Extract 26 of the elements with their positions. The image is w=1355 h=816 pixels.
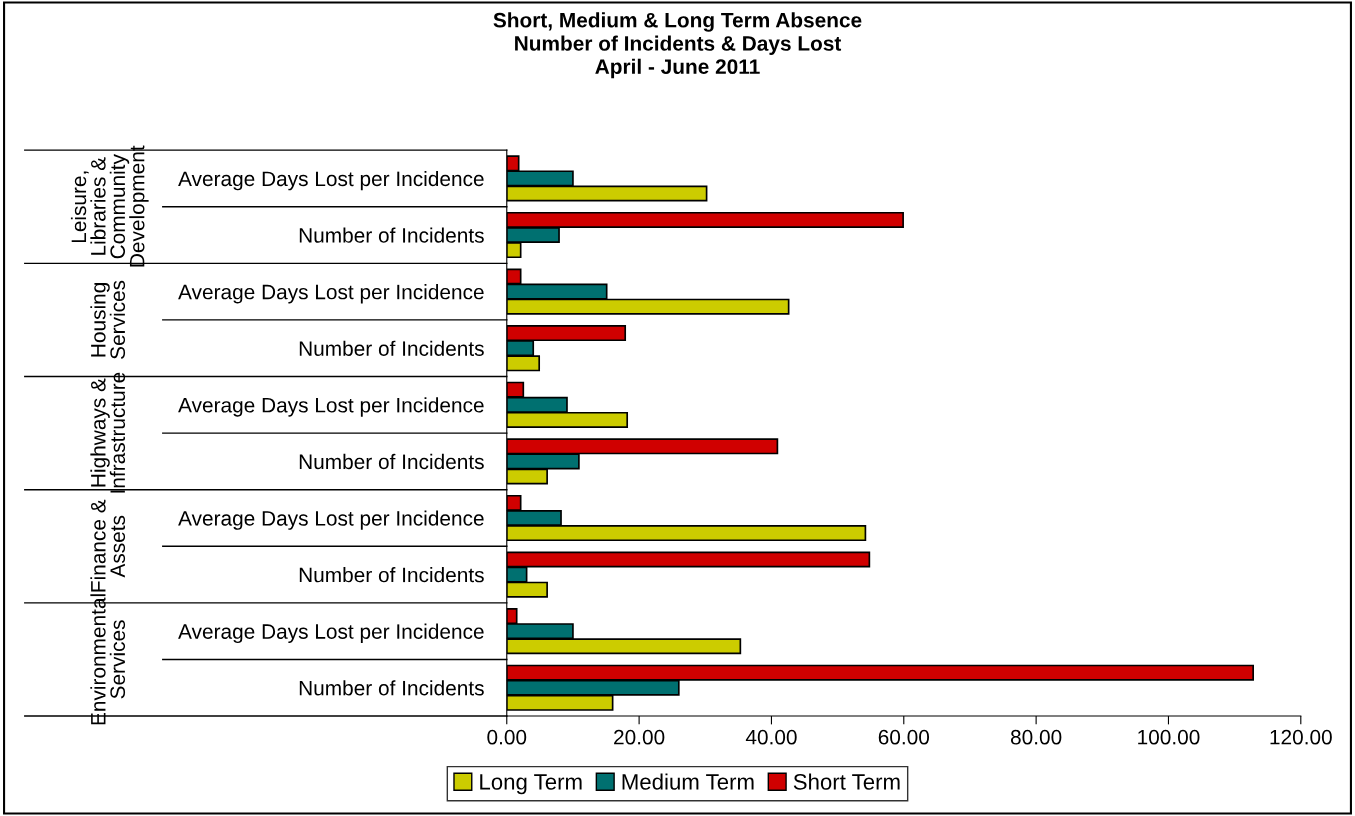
x-tick-label: 80.00 xyxy=(1010,729,1062,745)
x-tick-label: 100.00 xyxy=(1138,729,1200,745)
x-tick-label: 0.00 xyxy=(487,729,527,745)
chart-title: Short, Medium & Long Term Absence Number of Incidents & Days Lost April - June 2011 xyxy=(493,12,862,79)
legend-label: Medium Term xyxy=(622,773,754,790)
text: Leisure, Libraries & Community Development xyxy=(70,145,149,267)
y-tick-label: Average Days Lost per Incidence xyxy=(178,397,484,417)
x-tick-label: 20.00 xyxy=(614,729,665,745)
y-tick-label: Average Days Lost per Incidence xyxy=(178,170,484,191)
legend-label: Short Term xyxy=(793,773,900,790)
x-tick-label: 60.00 xyxy=(878,729,930,745)
y-tick-label: Average Days Lost per Incidence xyxy=(178,510,484,530)
x-tick-label: 40.00 xyxy=(745,729,797,745)
y-tick-label: Number of Incidents xyxy=(299,340,484,356)
text: Environmental Services xyxy=(90,594,126,725)
y-tick-label: Number of Incidents xyxy=(299,680,484,696)
text: Housing Services xyxy=(90,280,126,359)
y-tick-label: Number of Incidents xyxy=(299,453,484,470)
y-tick-label: Average Days Lost per Incidence xyxy=(178,284,484,304)
x-tick-label: 120.00 xyxy=(1270,729,1332,745)
y-tick-label: Number of Incidents xyxy=(299,227,484,243)
y-tick-label: Average Days Lost per Incidence xyxy=(178,623,484,644)
legend-label: Long Term xyxy=(480,774,582,795)
y-tick-label: Number of Incidents xyxy=(299,567,484,583)
text: Finance & Assets xyxy=(90,499,126,592)
text: Highways & Infrastructure xyxy=(90,372,126,493)
